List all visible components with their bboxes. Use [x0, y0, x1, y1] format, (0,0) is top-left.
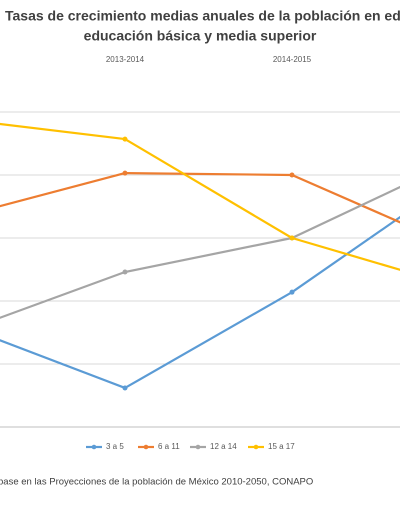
legend-marker: [91, 444, 97, 450]
series-line: [0, 172, 400, 224]
data-point: [122, 136, 128, 142]
series-line: [0, 185, 400, 319]
legend-marker: [143, 444, 149, 450]
data-point: [289, 235, 295, 241]
legend-label: 15 a 17: [268, 442, 295, 451]
data-point: [289, 289, 295, 295]
x-tick-label: 2014-2015: [273, 55, 312, 64]
source-note: base en las Proyecciones de la población…: [0, 477, 313, 488]
data-point: [122, 269, 128, 275]
legend-marker: [253, 444, 259, 450]
series-line: [0, 215, 400, 390]
x-tick-label: 2013-2014: [106, 55, 145, 64]
chart-title: Tasas de crecimiento medias anuales de l…: [5, 8, 400, 24]
legend-label: 12 a 14: [210, 442, 237, 451]
data-point: [289, 172, 295, 178]
legend-label: 3 a 5: [106, 442, 124, 451]
data-point: [122, 385, 128, 391]
chart-title: educación básica y media superior: [84, 28, 317, 44]
legend-marker: [195, 444, 201, 450]
legend-label: 6 a 11: [158, 442, 180, 451]
series-line: [0, 122, 400, 271]
data-point: [122, 170, 128, 176]
